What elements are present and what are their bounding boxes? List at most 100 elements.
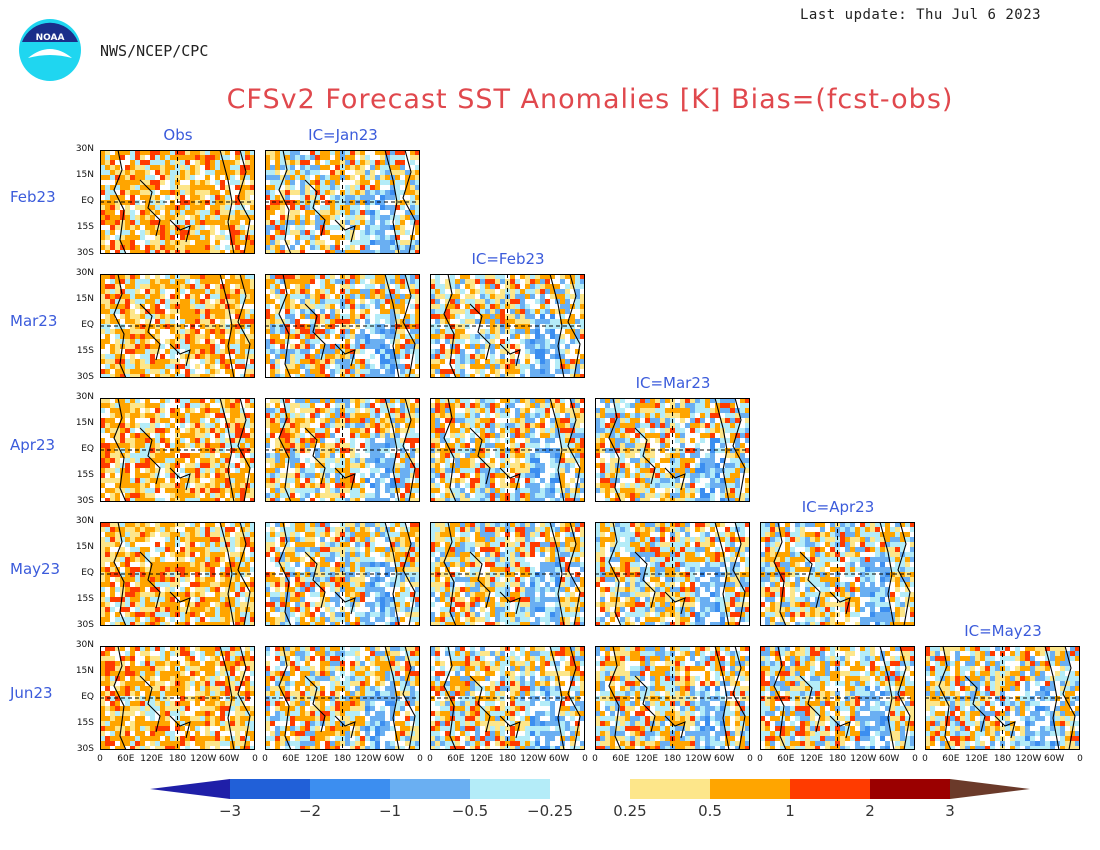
anomaly-cell (545, 344, 550, 349)
anomaly-cell (385, 354, 390, 359)
anomaly-cell (440, 309, 445, 314)
anomaly-cell (185, 185, 190, 190)
anomaly-cell (115, 299, 120, 304)
anomaly-cell (200, 468, 205, 473)
anomaly-cell (235, 418, 240, 423)
anomaly-cell (200, 245, 205, 250)
anomaly-cell (485, 398, 490, 403)
anomaly-cell (575, 443, 580, 448)
anomaly-cell (375, 319, 380, 324)
anomaly-cell (555, 403, 560, 408)
anomaly-cell (470, 294, 475, 299)
anomaly-cell (460, 374, 465, 378)
anomaly-cell (180, 299, 185, 304)
anomaly-cell (365, 423, 370, 428)
anomaly-cell (315, 314, 320, 319)
anomaly-cell (190, 408, 195, 413)
anomaly-cell (240, 478, 245, 483)
anomaly-cell (610, 398, 615, 403)
anomaly-cell (415, 334, 420, 339)
anomaly-cell (295, 413, 300, 418)
anomaly-cell (130, 250, 135, 254)
anomaly-cell (630, 403, 635, 408)
anomaly-cell (180, 195, 185, 200)
anomaly-cell (745, 458, 750, 463)
anomaly-cell (375, 165, 380, 170)
anomaly-cell (165, 155, 170, 160)
anomaly-cell (485, 284, 490, 289)
anomaly-cell (380, 170, 385, 175)
anomaly-cell (225, 359, 230, 364)
anomaly-cell (280, 220, 285, 225)
anomaly-cell (385, 274, 390, 279)
anomaly-cell (290, 453, 295, 458)
anomaly-cell (310, 220, 315, 225)
anomaly-cell (505, 463, 510, 468)
anomaly-cell (415, 349, 420, 354)
anomaly-cell (490, 403, 495, 408)
anomaly-cell (305, 240, 310, 245)
anomaly-cell (540, 339, 545, 344)
anomaly-cell (720, 408, 725, 413)
anomaly-cell (310, 473, 315, 478)
anomaly-cell (200, 423, 205, 428)
anomaly-cell (135, 160, 140, 165)
anomaly-cell (135, 403, 140, 408)
anomaly-cell (310, 483, 315, 488)
anomaly-cell (515, 304, 520, 309)
anomaly-cell (410, 319, 415, 324)
anomaly-cell (325, 205, 330, 210)
anomaly-cell (570, 359, 575, 364)
anomaly-cell (485, 374, 490, 378)
anomaly-cell (685, 473, 690, 478)
anomaly-cell (210, 398, 215, 403)
anomaly-cell (460, 369, 465, 374)
anomaly-cell (310, 354, 315, 359)
anomaly-cell (470, 319, 475, 324)
anomaly-cell (195, 205, 200, 210)
anomaly-cell (335, 428, 340, 433)
anomaly-cell (345, 458, 350, 463)
anomaly-cell (580, 463, 585, 468)
coastline (402, 150, 416, 254)
anomaly-cell (185, 250, 190, 254)
anomaly-cell (650, 488, 655, 493)
anomaly-cell (215, 408, 220, 413)
anomaly-cell (330, 369, 335, 374)
anomaly-cell (265, 215, 270, 220)
anomaly-cell (215, 160, 220, 165)
anomaly-cell (120, 418, 125, 423)
anomaly-cell (575, 349, 580, 354)
anomaly-cell (275, 165, 280, 170)
anomaly-cell (430, 354, 435, 359)
anomaly-cell (315, 359, 320, 364)
anomaly-cell (380, 403, 385, 408)
anomaly-cell (630, 458, 635, 463)
anomaly-cell (265, 185, 270, 190)
anomaly-cell (635, 473, 640, 478)
anomaly-cell (460, 468, 465, 473)
anomaly-cell (340, 478, 345, 483)
anomaly-cell (465, 443, 470, 448)
anomaly-cell (335, 413, 340, 418)
anomaly-cell (180, 334, 185, 339)
anomaly-cell (620, 408, 625, 413)
anomaly-cell (115, 354, 120, 359)
anomaly-cell (135, 245, 140, 250)
anomaly-cell (525, 453, 530, 458)
panel-frame (265, 150, 420, 254)
anomaly-cell (230, 473, 235, 478)
anomaly-cell (560, 418, 565, 423)
anomaly-cell (290, 364, 295, 369)
anomaly-cell (500, 339, 505, 344)
map-panel (265, 274, 420, 378)
anomaly-cell (370, 279, 375, 284)
anomaly-cell (510, 398, 515, 403)
anomaly-cell (475, 349, 480, 354)
anomaly-cell (720, 483, 725, 488)
anomaly-cell (415, 324, 420, 329)
anomaly-cell (475, 408, 480, 413)
anomaly-cell (395, 349, 400, 354)
anomaly-cell (500, 473, 505, 478)
anomaly-cell (490, 468, 495, 473)
